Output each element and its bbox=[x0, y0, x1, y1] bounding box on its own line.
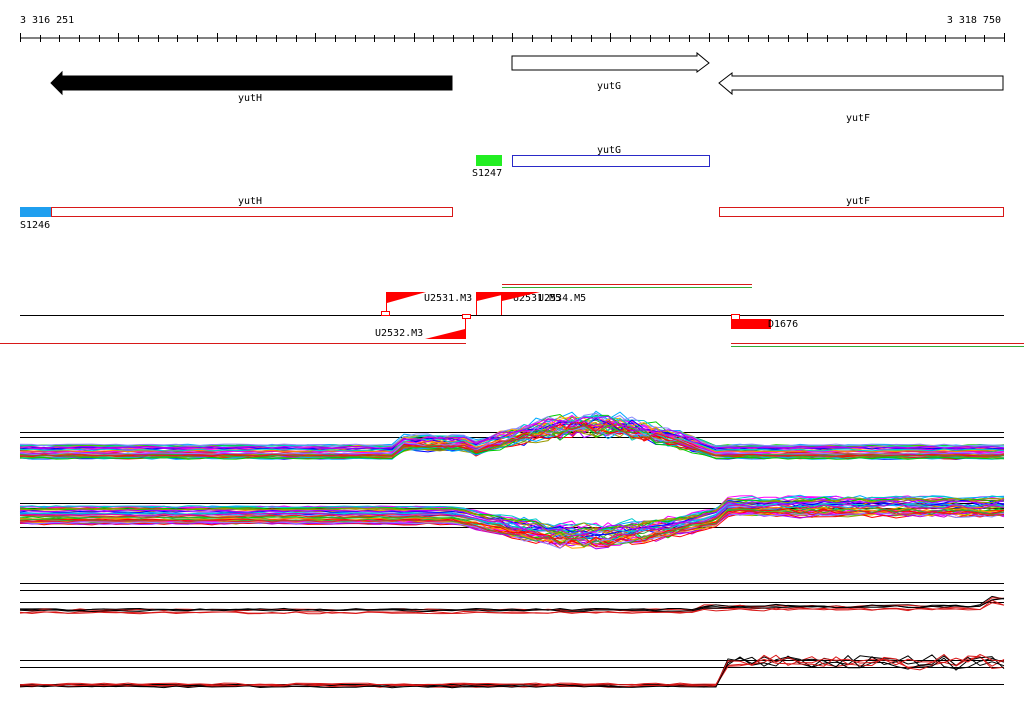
gene-yutH-label: yutH bbox=[238, 93, 262, 104]
profile-line bbox=[19, 653, 1005, 687]
site-u2531-m5-label: U2531.M5 bbox=[513, 293, 561, 304]
profile-line bbox=[19, 497, 1005, 535]
gene-yutG[interactable]: yutG bbox=[511, 51, 710, 92]
profile-line bbox=[19, 653, 1005, 686]
site-u2531-m3-label: U2531.M3 bbox=[424, 293, 472, 304]
site-d1676-anchor bbox=[731, 314, 740, 320]
profile-line bbox=[19, 420, 1005, 457]
transcript-yutF-label: yutF bbox=[846, 196, 870, 207]
transcript-yutH-box[interactable] bbox=[51, 207, 453, 217]
profile-line bbox=[19, 602, 1005, 615]
site-u2532-m3-label: U2532.M3 bbox=[375, 328, 423, 339]
site-u2532-m3[interactable]: U2532.M3 bbox=[375, 314, 471, 340]
site-track: U2531.M3 U2531.M5 U2534.M5 U2532.M3 D167… bbox=[0, 284, 1024, 347]
site-d1676-label: D1676 bbox=[768, 319, 798, 330]
site-d1676[interactable]: D1676 bbox=[731, 314, 798, 331]
gene-yutF-arrow[interactable] bbox=[718, 71, 1004, 96]
profile-track-4 bbox=[19, 653, 1005, 689]
profile-line bbox=[19, 599, 1005, 614]
profile-track-1 bbox=[19, 410, 1005, 460]
gene-yutG-arrow[interactable] bbox=[511, 51, 710, 73]
transcript-yutG-label: yutG bbox=[597, 145, 621, 156]
site-u2532-m3-flag[interactable] bbox=[425, 329, 465, 339]
profile-line bbox=[19, 495, 1005, 530]
site-u2534-m5-label: U2534.M5 bbox=[538, 293, 586, 304]
profile-line bbox=[19, 509, 1005, 548]
profile-line bbox=[19, 495, 1005, 534]
profile-line bbox=[19, 598, 1005, 611]
site-u2532-m3-anchor bbox=[462, 314, 471, 319]
transcript-yutF-box[interactable] bbox=[719, 207, 1004, 217]
gene-yutG-label: yutG bbox=[597, 81, 621, 92]
element-s1247-box[interactable] bbox=[476, 155, 502, 166]
profile-track-3 bbox=[19, 595, 1005, 615]
element-s1246-label: S1246 bbox=[20, 220, 50, 231]
ruler-start-label: 3 316 251 bbox=[20, 15, 74, 26]
element-s1246-box[interactable] bbox=[20, 207, 51, 217]
site-u2531-m3-anchor bbox=[381, 311, 390, 316]
site-u2531-m3-flag[interactable] bbox=[387, 292, 426, 303]
profile-line bbox=[19, 423, 1004, 460]
profile-line bbox=[19, 426, 1005, 456]
element-s1247-label: S1247 bbox=[472, 168, 502, 179]
profile-line bbox=[19, 415, 1005, 450]
gene-yutF[interactable]: yutF bbox=[718, 71, 1004, 124]
site-u2534-m5[interactable]: U2534.M5 bbox=[501, 292, 587, 315]
profile-line bbox=[19, 654, 1005, 689]
gene-yutF-label: yutF bbox=[846, 113, 870, 124]
transcript-track: S1247 yutG S1246 yutH yutF bbox=[20, 145, 1004, 231]
profile-track-2 bbox=[19, 494, 1005, 550]
gene-yutH[interactable]: yutH bbox=[50, 70, 453, 104]
profile-line bbox=[19, 654, 1005, 688]
transcript-yutG-box[interactable] bbox=[512, 155, 710, 167]
profile-line bbox=[19, 499, 1005, 535]
ruler-ticks bbox=[20, 33, 1005, 42]
profile-line bbox=[19, 501, 1005, 537]
expression-profile-tracks bbox=[19, 410, 1005, 689]
profile-line bbox=[19, 501, 1005, 540]
gene-yutH-arrow[interactable] bbox=[50, 70, 453, 96]
site-d1676-box[interactable] bbox=[731, 319, 771, 329]
site-u2534-m5-flag[interactable] bbox=[502, 292, 540, 301]
gene-track: yutH yutG yutF bbox=[50, 51, 1004, 124]
ruler-end-label: 3 318 750 bbox=[947, 15, 1001, 26]
site-u2531-m3[interactable]: U2531.M3 bbox=[381, 292, 473, 316]
transcript-yutH-label: yutH bbox=[238, 196, 262, 207]
profile-line bbox=[19, 597, 1005, 613]
coordinate-ruler: 3 316 251 3 318 750 bbox=[20, 15, 1005, 42]
